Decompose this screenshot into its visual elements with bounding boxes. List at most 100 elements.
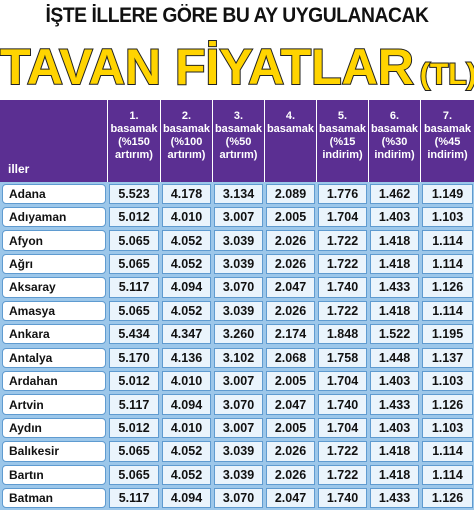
city-name: Antalya <box>2 347 106 368</box>
price-cell: 3.039 <box>214 464 263 486</box>
header-line: indirim) <box>374 149 415 161</box>
city-name: Aksaray <box>2 277 106 298</box>
price-cell: 1.433 <box>370 488 419 509</box>
city-name: Adana <box>2 183 106 204</box>
headline: İŞTE İLLERE GÖRE BU AY UYGULANACAK <box>45 4 429 27</box>
price-cell: 3.134 <box>214 183 263 204</box>
price-cell: 1.114 <box>422 253 473 275</box>
price-cell: 4.052 <box>162 253 211 275</box>
header-line: (%50 <box>225 136 252 148</box>
price-cell: 1.114 <box>422 464 473 486</box>
price-cell: 4.010 <box>162 206 211 228</box>
price-cell: 1.103 <box>422 206 473 228</box>
price-cell: 1.403 <box>370 417 419 439</box>
price-cell: 2.026 <box>266 464 315 486</box>
price-cell: 5.065 <box>109 253 159 275</box>
price-cell: 1.462 <box>370 183 419 204</box>
title-main: TAVAN FİYATLAR <box>0 38 415 96</box>
header-line: basamak <box>214 123 263 135</box>
header-line: 3. <box>233 110 244 122</box>
header-line: 2. <box>181 110 192 122</box>
header-line: (%100 <box>170 136 203 148</box>
header-cell: 2. basamak (%100 artırım) <box>160 100 212 182</box>
header-cell: 4. basamak <box>264 100 316 182</box>
price-cell: 3.102 <box>214 347 263 368</box>
price-cell: 5.523 <box>109 183 159 204</box>
price-cell: 1.126 <box>422 277 473 298</box>
price-cell: 3.039 <box>214 230 263 251</box>
header-cell: 1. basamak (%150 artırım) <box>107 100 160 182</box>
header-cell: 3. basamak (%50 artırım) <box>212 100 264 182</box>
header-line: artırım) <box>219 149 258 161</box>
city-name: Ardahan <box>2 370 106 392</box>
price-cell: 1.126 <box>422 488 473 509</box>
price-cell: 3.070 <box>214 277 263 298</box>
header-line: 6. <box>389 110 400 122</box>
header-line: 1. <box>129 110 139 122</box>
header-line: indirim) <box>322 149 363 161</box>
price-cell: 5.065 <box>109 300 159 322</box>
price-cell: 5.012 <box>109 370 159 392</box>
title: TAVAN FİYATLAR (TL) <box>0 38 474 96</box>
price-cell: 3.070 <box>214 394 263 415</box>
city-name: Batman <box>2 488 106 509</box>
price-cell: 4.094 <box>162 277 211 298</box>
header-cell: iller <box>8 162 30 176</box>
price-cell: 1.740 <box>318 394 367 415</box>
city-name: Ağrı <box>2 253 106 275</box>
city-name: Balıkesir <box>2 441 106 462</box>
price-cell: 1.137 <box>422 347 473 368</box>
price-cell: 3.007 <box>214 417 263 439</box>
price-cell: 2.026 <box>266 230 315 251</box>
price-cell: 4.094 <box>162 394 211 415</box>
price-cell: 1.114 <box>422 300 473 322</box>
price-cell: 2.005 <box>266 206 315 228</box>
header-line: basamak <box>110 123 158 135</box>
price-cell: 4.052 <box>162 300 211 322</box>
price-cell: 5.170 <box>109 347 159 368</box>
city-name: Adıyaman <box>2 206 106 228</box>
price-cell: 1.776 <box>318 183 367 204</box>
price-cell: 5.065 <box>109 464 159 486</box>
header-line: basamak <box>423 123 472 135</box>
header-line: indirim) <box>427 149 468 161</box>
price-cell: 1.722 <box>318 464 367 486</box>
price-cell: 4.052 <box>162 464 211 486</box>
header-line: (%30 <box>381 136 408 148</box>
price-cell: 1.704 <box>318 417 367 439</box>
price-cell: 2.174 <box>266 324 315 345</box>
header-line: (%150 <box>118 136 150 148</box>
price-cell: 5.065 <box>109 441 159 462</box>
price-cell: 1.114 <box>422 230 473 251</box>
price-cell: 5.117 <box>109 488 159 509</box>
price-cell: 4.094 <box>162 488 211 509</box>
price-cell: 3.039 <box>214 253 263 275</box>
price-cell: 2.089 <box>266 183 315 204</box>
price-cell: 1.418 <box>370 464 419 486</box>
price-cell: 5.117 <box>109 277 159 298</box>
price-cell: 2.026 <box>266 253 315 275</box>
header-cell: 7. basamak (%45 indirim) <box>420 100 474 182</box>
price-cell: 5.117 <box>109 394 159 415</box>
city-name: Amasya <box>2 300 106 322</box>
price-cell: 1.448 <box>370 347 419 368</box>
price-cell: 1.418 <box>370 300 419 322</box>
header-cell: 6. basamak (%30 indirim) <box>368 100 420 182</box>
price-cell: 3.070 <box>214 488 263 509</box>
price-cell: 2.005 <box>266 370 315 392</box>
header-line: 4. <box>285 110 296 122</box>
price-cell: 1.433 <box>370 277 419 298</box>
price-cell: 5.434 <box>109 324 159 345</box>
price-cell: 1.704 <box>318 370 367 392</box>
price-cell: 1.704 <box>318 206 367 228</box>
price-cell: 2.026 <box>266 300 315 322</box>
price-cell: 1.418 <box>370 230 419 251</box>
price-cell: 1.403 <box>370 370 419 392</box>
header-cell: 5. basamak (%15 indirim) <box>316 100 368 182</box>
price-cell: 2.047 <box>266 277 315 298</box>
price-cell: 4.010 <box>162 417 211 439</box>
price-cell: 1.433 <box>370 394 419 415</box>
price-cell: 2.026 <box>266 441 315 462</box>
city-name: Ankara <box>2 324 106 345</box>
